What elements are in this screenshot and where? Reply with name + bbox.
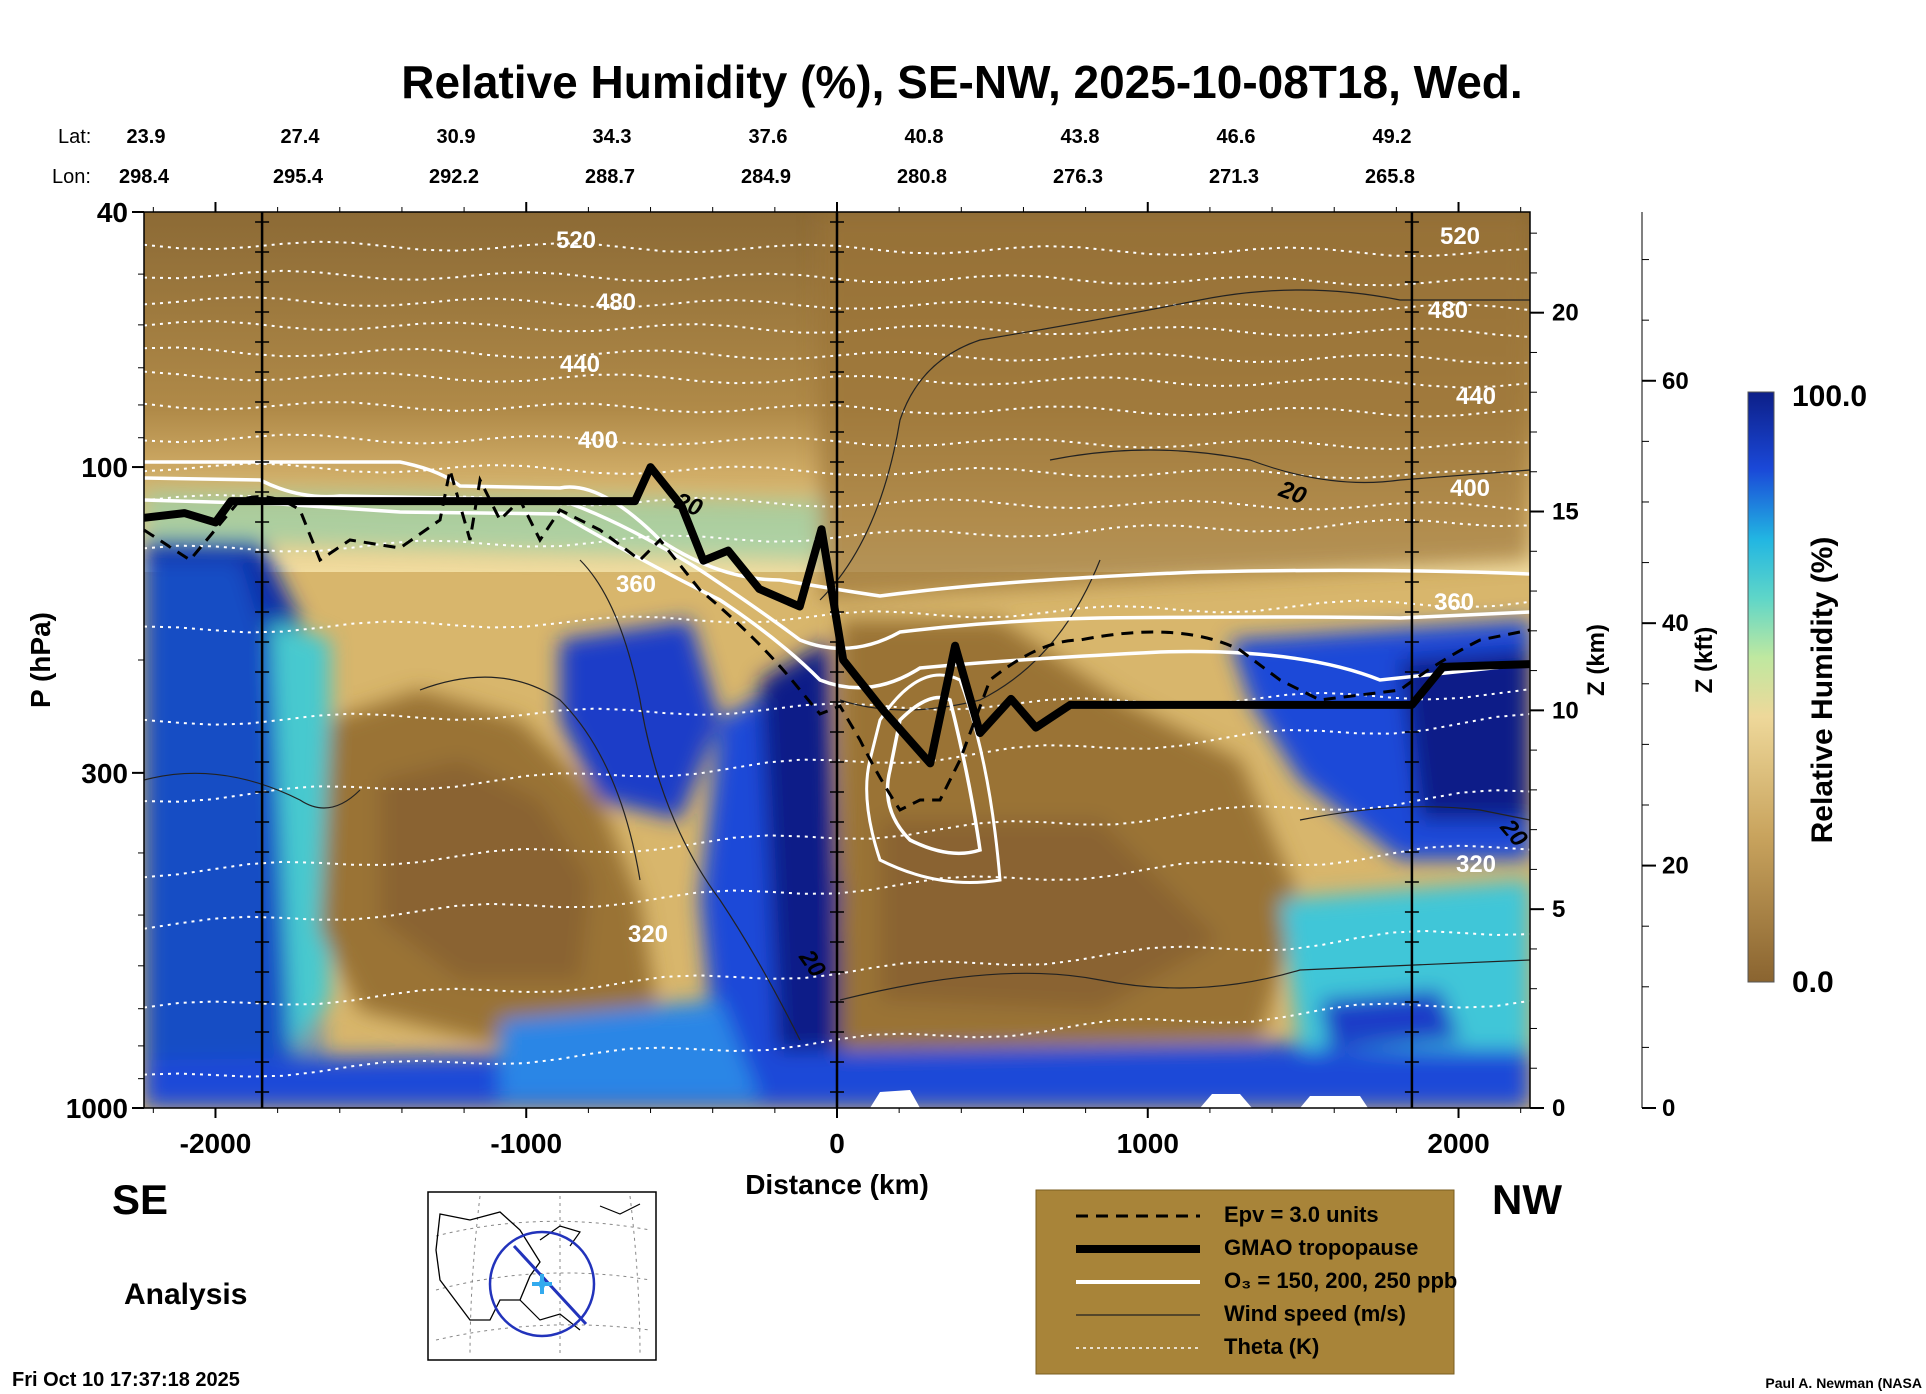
legend-label: O₃ = 150, 200, 250 ppb [1224, 1268, 1457, 1293]
z-kft-tick-label: 60 [1662, 368, 1689, 395]
legend: Epv = 3.0 units GMAO tropopause O₃ = 150, … [1035, 1189, 1457, 1375]
lon-value: 271.3 [1209, 166, 1259, 188]
chart-title: Relative Humidity (%), SE-NW, 2025-10-08… [401, 56, 1522, 108]
lon-label: Lon: [52, 166, 91, 188]
theta-label: 320 [628, 921, 668, 948]
theta-label: 440 [1456, 383, 1496, 410]
x-tick-label: 1000 [1117, 1128, 1179, 1159]
inset-map [427, 1191, 657, 1361]
x-axis-label: Distance (km) [745, 1169, 929, 1200]
z-kft-axis-label: Z (kft) [1691, 627, 1718, 694]
lon-value: 292.2 [429, 166, 479, 188]
colorbar [1747, 391, 1775, 983]
z-km-axis: 0 5 10 15 20 [1529, 212, 1579, 1122]
lon-value: 298.4 [119, 166, 170, 188]
lat-value: 34.3 [593, 126, 632, 148]
lat-value: 46.6 [1217, 126, 1256, 148]
lat-lon-header: 23.9 27.4 30.9 34.3 37.6 40.8 43.8 46.6 49.2 298.… [119, 126, 1415, 188]
theta-label: 400 [1450, 475, 1490, 502]
y-tick-label: 300 [81, 758, 128, 789]
z-km-tick-label: 5 [1552, 896, 1565, 923]
lon-value: 265.8 [1365, 166, 1415, 188]
theta-label: 400 [578, 427, 618, 454]
x-tick-label: 0 [829, 1128, 845, 1159]
z-kft-tick-label: 40 [1662, 610, 1689, 637]
lon-value: 284.9 [741, 166, 791, 188]
ozone-contour [865, 673, 1002, 884]
legend-label: Wind speed (m/s) [1224, 1301, 1406, 1326]
lat-value: 43.8 [1061, 126, 1100, 148]
wind-contour [419, 676, 641, 881]
z-km-tick-label: 0 [1552, 1095, 1565, 1122]
z-kft-tick-label: 20 [1662, 853, 1689, 880]
wind-speed-contours [143, 289, 1531, 1041]
theta-label: 480 [596, 289, 636, 316]
wind-contour [1299, 806, 1531, 821]
nw-label: NW [1492, 1176, 1562, 1223]
legend-label: Epv = 3.0 units [1224, 1202, 1379, 1227]
theta-label: 480 [1428, 297, 1468, 324]
vertical-markers [255, 212, 1419, 1108]
lat-value: 23.9 [127, 126, 166, 148]
wind-contour [819, 289, 1530, 601]
z-km-tick-label: 10 [1552, 697, 1579, 724]
x-axis: -2000 -1000 0 1000 2000 [152, 202, 1522, 1159]
wind-contour [143, 772, 361, 809]
lon-value: 295.4 [273, 166, 324, 188]
credit: Paul A. Newman (NASA [1765, 1375, 1922, 1391]
y-tick-label: 40 [97, 197, 128, 228]
z-km-axis-label: Z (km) [1583, 624, 1610, 696]
ozone-contour [143, 498, 1531, 690]
z-kft-tick-label: 0 [1662, 1095, 1675, 1122]
legend-label: GMAO tropopause [1224, 1235, 1418, 1260]
lat-value: 27.4 [281, 126, 321, 148]
z-km-tick-label: 20 [1552, 300, 1579, 327]
timestamp: Fri Oct 10 17:37:18 2025 [12, 1369, 240, 1391]
theta-label: 320 [1456, 851, 1496, 878]
y-tick-label: 100 [81, 452, 128, 483]
lat-value: 40.8 [905, 126, 944, 148]
tropopause-path [143, 463, 1531, 768]
theta-contour [143, 929, 1531, 1009]
wind-contour [839, 959, 1531, 1001]
theta-label: 520 [556, 227, 596, 254]
lat-value: 30.9 [437, 126, 476, 148]
y-axis: 1000 300 100 40 [66, 197, 144, 1124]
lat-value: 49.2 [1373, 126, 1412, 148]
wind-contour [1049, 449, 1531, 484]
se-label: SE [112, 1176, 168, 1223]
theta-label: 360 [1434, 589, 1474, 616]
x-tick-label: 2000 [1427, 1128, 1489, 1159]
x-tick-label: -1000 [490, 1128, 562, 1159]
wind-contour [579, 559, 801, 1041]
lon-value: 280.8 [897, 166, 947, 188]
legend-label: Theta (K) [1224, 1334, 1319, 1359]
lat-value: 37.6 [749, 126, 788, 148]
lon-value: 276.3 [1053, 166, 1103, 188]
colorbar-label: Relative Humidity (%) [1806, 537, 1839, 844]
lon-value: 288.7 [585, 166, 635, 188]
x-tick-label: -2000 [180, 1128, 252, 1159]
tropopause-line [143, 463, 1531, 768]
colorbar-min-label: 0.0 [1792, 966, 1834, 999]
y-axis-label: P (hPa) [25, 612, 56, 708]
theta-label: 520 [1440, 223, 1480, 250]
z-kft-axis: 0 20 40 60 [1641, 212, 1689, 1122]
lat-label: Lat: [58, 126, 91, 148]
analysis-label: Analysis [124, 1278, 247, 1311]
y-tick-label: 1000 [66, 1093, 128, 1124]
theta-label: 440 [560, 351, 600, 378]
colorbar-max-label: 100.0 [1792, 380, 1867, 413]
theta-label: 360 [616, 571, 656, 598]
z-km-tick-label: 15 [1552, 499, 1579, 526]
